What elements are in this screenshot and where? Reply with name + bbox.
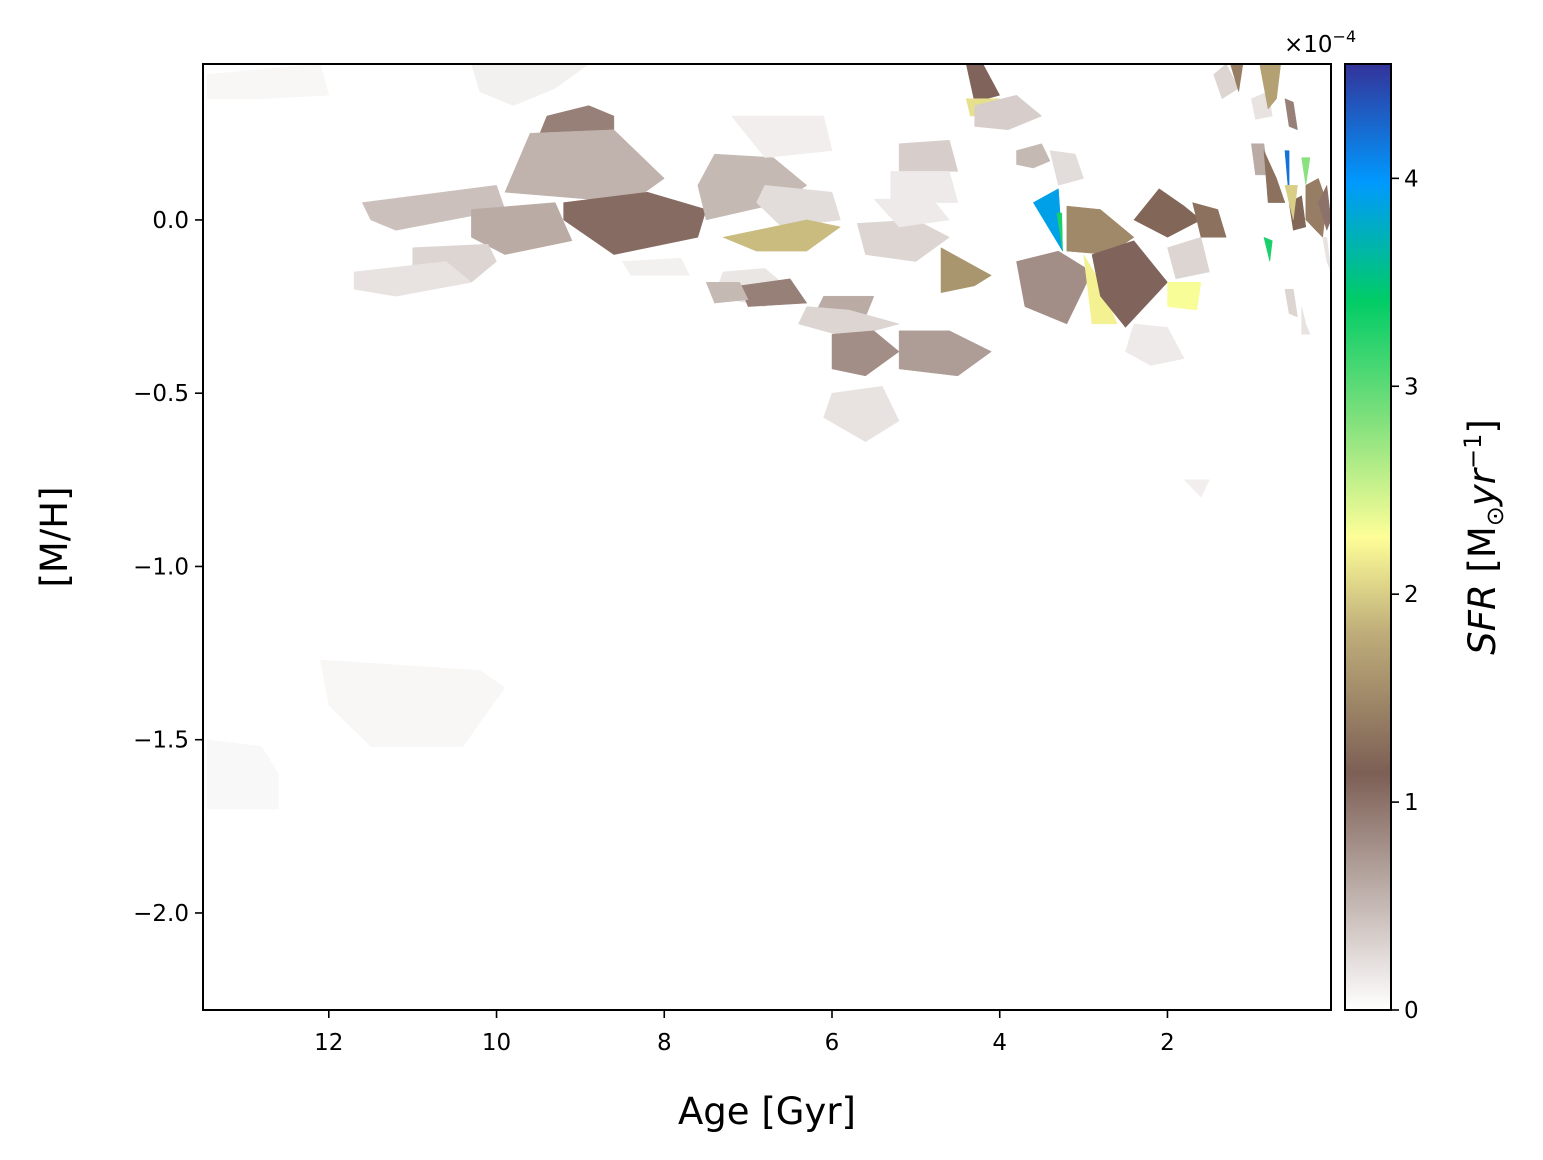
heatmap-cell [1192,202,1227,238]
colorbar-tick-label: 3 [1404,374,1419,400]
heatmap-cell [1056,212,1063,252]
colorbar-tick-label: 0 [1404,998,1419,1024]
x-tick-label: 12 [314,1030,343,1056]
heatmap-cell [1284,185,1298,220]
heatmap-cell [1263,150,1286,203]
heatmap-cell [504,129,665,203]
heatmap-cell [1322,237,1331,272]
y-axis-label: [M/H] [33,486,76,587]
y-tick-label: 0.0 [152,208,189,234]
heatmap-cell [965,64,1001,103]
heatmap-cell [974,94,1043,131]
plot-frame [202,63,1332,1011]
x-tick-label: 6 [825,1030,840,1056]
heatmap-cell [1167,236,1210,280]
heatmap-cell [1284,288,1298,318]
y-axis-ticks: 0.0 −0.5 −1.0 −1.5 −2.0 [133,208,203,927]
x-tick-label: 8 [657,1030,672,1056]
heatmap-cell [1263,236,1273,262]
x-tick-label: 4 [992,1030,1007,1056]
heatmap-cell [1016,143,1051,169]
heatmap-cell [898,139,959,172]
heatmap-cell [940,247,992,294]
heatmap-cell [1049,150,1084,186]
heatmap-cell [890,171,959,203]
heatmap-cell [1259,64,1281,110]
x-tick-label: 2 [1160,1030,1175,1056]
heatmap-cell [353,261,472,297]
colorbar-tick-label: 2 [1404,582,1419,608]
heatmap-cell [1091,240,1168,328]
heatmap-regions [206,64,1331,810]
heatmap-cell [823,386,900,442]
y-tick-label: −1.0 [133,554,189,580]
heatmap-cell [705,282,749,304]
colorbar-tick-label: 1 [1404,790,1419,816]
colorbar [1344,63,1392,1011]
heatmap-cell [1125,323,1185,366]
heatmap-cell [206,739,279,810]
colorbar-label: SFR [M⊙yr−1] [1459,419,1509,655]
heatmap-cell [1301,157,1311,186]
heatmap-cell [206,64,330,99]
heatmap-cell [730,115,833,158]
heatmap-cell [898,330,992,377]
colorbar-ticks: 0 1 2 3 4 [1391,166,1419,1024]
heatmap-cell [1167,282,1202,311]
heatmap-cell [412,243,497,283]
x-axis-ticks: 12 10 8 6 4 2 [314,1010,1175,1056]
heatmap-cell [320,659,506,747]
colorbar-multiplier: ×10−4 [1284,27,1356,58]
x-tick-label: 10 [482,1030,511,1056]
colorbar-tick-label: 4 [1404,166,1419,192]
heatmap-cell [471,64,590,106]
heatmap-cell [1284,98,1298,131]
y-tick-label: −2.0 [133,901,189,927]
heatmap-cell [831,330,900,377]
heatmap-cell [1301,306,1311,335]
heatmap-cell [1183,479,1210,498]
heatmap-cell [1133,188,1202,238]
heatmap-cell [621,257,690,276]
heatmap-cell [1318,184,1331,232]
heatmap-cell [361,185,506,231]
heatmap-cell [722,219,842,252]
y-tick-label: −0.5 [133,381,189,407]
heatmap-cell [471,202,573,255]
x-axis-label: Age [Gyr] [678,1090,856,1133]
heatmap-cell [1230,64,1244,92]
heatmap-cell [1016,250,1093,325]
heatmap-cell [563,191,707,255]
y-tick-label: −1.5 [133,728,189,754]
